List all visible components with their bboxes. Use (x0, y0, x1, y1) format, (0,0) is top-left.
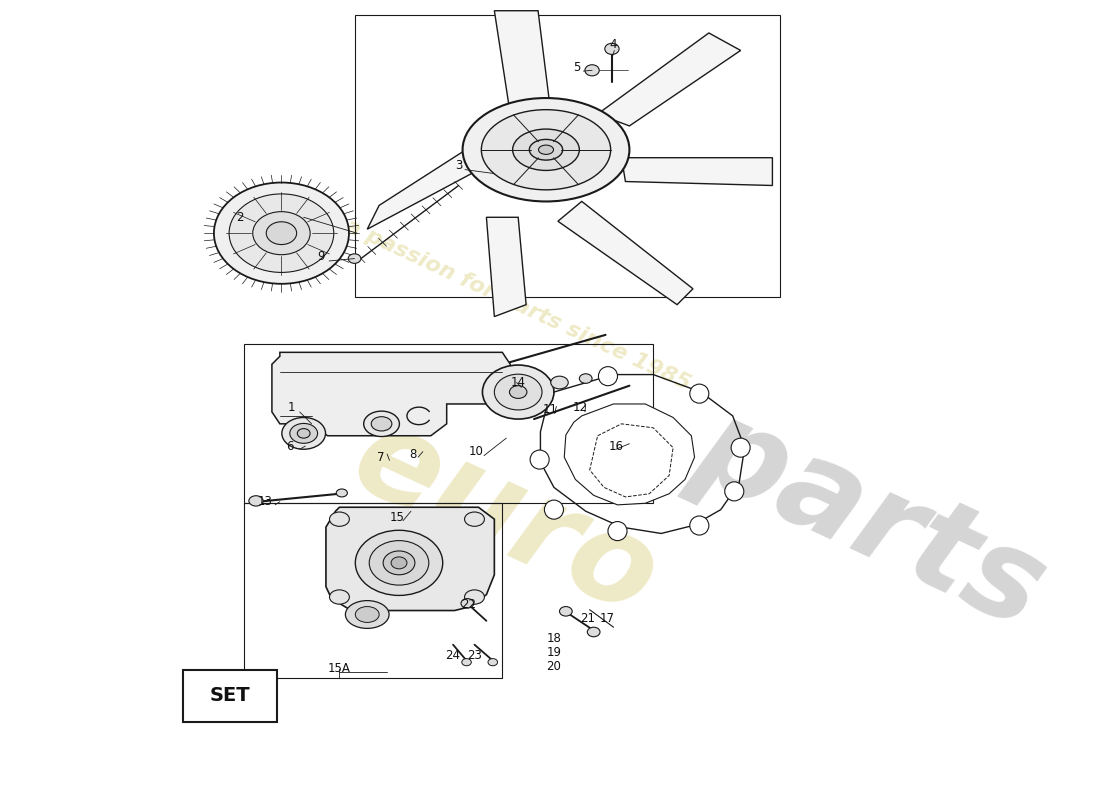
Polygon shape (558, 202, 693, 305)
Text: 5: 5 (573, 62, 581, 74)
Ellipse shape (560, 606, 572, 616)
Ellipse shape (355, 606, 380, 622)
Text: 14: 14 (510, 376, 526, 389)
Ellipse shape (289, 423, 318, 443)
Ellipse shape (463, 98, 629, 202)
Ellipse shape (253, 212, 310, 254)
Ellipse shape (330, 590, 350, 604)
Text: 12: 12 (573, 402, 587, 414)
Ellipse shape (345, 601, 389, 629)
Ellipse shape (229, 194, 333, 273)
Polygon shape (621, 158, 772, 186)
Text: 9: 9 (318, 250, 324, 263)
FancyBboxPatch shape (183, 670, 277, 722)
Text: a passion for parts since 1985: a passion for parts since 1985 (342, 215, 694, 394)
Polygon shape (486, 218, 526, 317)
Text: 15A: 15A (328, 662, 351, 675)
Text: 6: 6 (286, 439, 294, 453)
Text: parts: parts (678, 386, 1064, 652)
Ellipse shape (464, 512, 484, 526)
Polygon shape (367, 144, 486, 229)
Ellipse shape (349, 254, 361, 263)
Text: 24: 24 (444, 650, 460, 662)
Ellipse shape (605, 43, 619, 54)
Circle shape (544, 500, 563, 519)
Polygon shape (564, 404, 694, 505)
Ellipse shape (392, 557, 407, 569)
Ellipse shape (364, 411, 399, 437)
Ellipse shape (371, 417, 392, 431)
Ellipse shape (539, 145, 553, 154)
Text: 16: 16 (608, 439, 624, 453)
Text: 23: 23 (468, 650, 482, 662)
Ellipse shape (482, 110, 610, 190)
Text: 1: 1 (288, 402, 296, 414)
Ellipse shape (488, 658, 497, 666)
Ellipse shape (249, 496, 263, 506)
Polygon shape (494, 10, 550, 114)
Text: SET: SET (209, 686, 250, 706)
Circle shape (598, 366, 617, 386)
Text: 10: 10 (469, 445, 484, 458)
Ellipse shape (282, 418, 326, 450)
Ellipse shape (337, 489, 348, 497)
Circle shape (690, 384, 708, 403)
Polygon shape (326, 507, 494, 610)
Ellipse shape (587, 627, 600, 637)
Circle shape (608, 522, 627, 541)
Ellipse shape (461, 598, 474, 608)
Ellipse shape (513, 129, 580, 170)
Text: 22: 22 (461, 598, 475, 611)
Ellipse shape (355, 530, 442, 595)
Text: 2: 2 (236, 210, 244, 224)
Text: 13: 13 (258, 495, 273, 508)
Polygon shape (597, 33, 740, 126)
Ellipse shape (585, 65, 600, 76)
Ellipse shape (509, 386, 527, 398)
Ellipse shape (462, 658, 471, 666)
Circle shape (732, 438, 750, 458)
Ellipse shape (266, 222, 297, 245)
Text: 4: 4 (609, 38, 617, 50)
Circle shape (530, 450, 549, 469)
Ellipse shape (370, 541, 429, 585)
Ellipse shape (580, 374, 592, 383)
Polygon shape (272, 352, 510, 436)
Text: 8: 8 (409, 447, 417, 461)
Text: 3: 3 (455, 159, 462, 172)
Ellipse shape (330, 512, 350, 526)
Ellipse shape (529, 139, 563, 160)
Text: 17: 17 (600, 612, 615, 625)
Text: 20: 20 (547, 661, 561, 674)
Text: 7: 7 (377, 450, 385, 464)
Text: 19: 19 (547, 646, 561, 659)
Text: 15: 15 (389, 511, 404, 524)
Ellipse shape (297, 429, 310, 438)
Ellipse shape (551, 376, 569, 389)
Ellipse shape (464, 590, 484, 604)
Circle shape (725, 482, 744, 501)
Circle shape (690, 516, 708, 535)
Ellipse shape (483, 365, 554, 419)
Text: 18: 18 (547, 632, 561, 645)
Text: 11: 11 (542, 403, 558, 416)
Text: euro: euro (334, 397, 678, 642)
Ellipse shape (494, 374, 542, 410)
Text: 21: 21 (580, 612, 595, 625)
Ellipse shape (383, 551, 415, 574)
Ellipse shape (213, 182, 349, 284)
